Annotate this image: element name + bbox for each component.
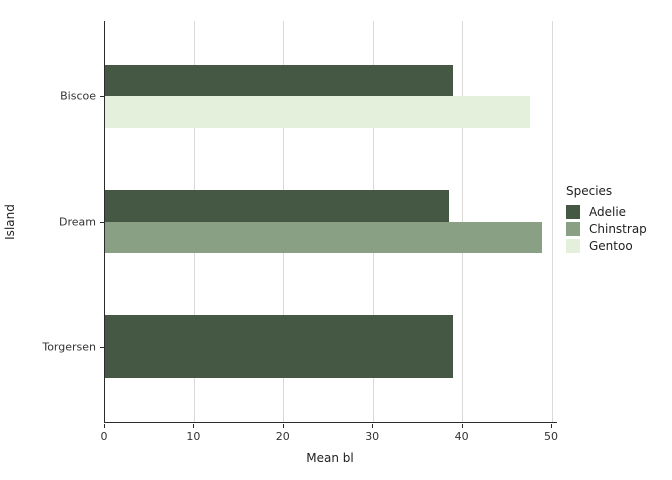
legend-item-label: Chinstrap xyxy=(589,222,647,236)
bar-adelie-torgersen xyxy=(105,315,454,379)
bar-adelie-dream xyxy=(105,190,450,222)
y-tick-label: Biscoe xyxy=(60,89,96,103)
x-tick-label: 10 xyxy=(186,430,201,443)
x-tick-mark xyxy=(104,423,105,428)
legend-item-label: Adelie xyxy=(589,205,627,219)
legend-item-gentoo: Gentoo xyxy=(566,239,647,253)
bar-gentoo-biscoe xyxy=(105,96,530,128)
y-tick-label: Torgersen xyxy=(42,340,96,354)
x-tick-label: 40 xyxy=(454,430,469,443)
legend: Species Adelie Chinstrap Gentoo xyxy=(566,184,647,256)
y-tick-mark xyxy=(100,96,104,98)
gridline-x-50 xyxy=(551,21,553,422)
bar-chinstrap-dream xyxy=(105,221,542,253)
x-tick-label: 50 xyxy=(544,430,558,443)
legend-title: Species xyxy=(566,184,613,198)
x-tick-mark xyxy=(282,423,284,428)
x-tick-mark xyxy=(193,423,195,428)
x-tick-label: 0 xyxy=(100,430,108,443)
x-tick-label: 30 xyxy=(365,430,380,443)
y-tick-mark xyxy=(100,346,104,348)
bar-adelie-biscoe xyxy=(105,64,454,97)
legend-items: Adelie Chinstrap Gentoo xyxy=(566,205,647,253)
plot-panel xyxy=(104,21,557,423)
x-axis-title: Mean bl xyxy=(306,451,354,465)
x-tick-label: 20 xyxy=(275,430,290,443)
x-tick-mark xyxy=(551,423,552,428)
y-tick-mark xyxy=(100,221,104,223)
legend-item-adelie: Adelie xyxy=(566,205,647,219)
legend-item-label: Gentoo xyxy=(589,239,633,253)
legend-key-chinstrap-swatch xyxy=(566,222,580,236)
x-tick-mark xyxy=(372,423,374,428)
legend-key-adelie-swatch xyxy=(566,205,580,219)
legend-item-chinstrap: Chinstrap xyxy=(566,222,647,236)
x-tick-mark xyxy=(461,423,463,428)
y-tick-label: Dream xyxy=(59,215,96,228)
legend-key-gentoo-swatch xyxy=(566,239,580,253)
